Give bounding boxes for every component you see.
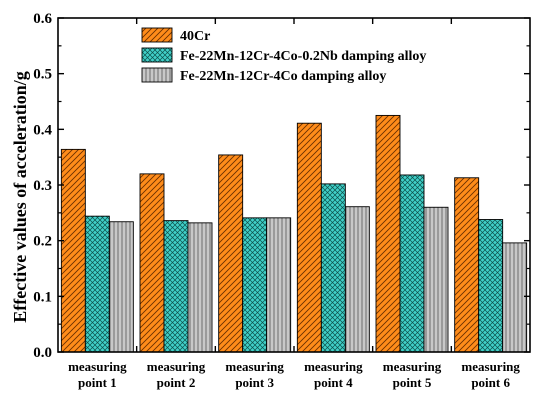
y-tick-label: 0.2	[33, 234, 52, 250]
bar-1-3	[218, 154, 244, 353]
bars-layer	[60, 114, 528, 353]
x-category-label: point 1	[78, 375, 117, 390]
bar-3-2	[187, 222, 213, 353]
x-category-label: point 2	[157, 375, 196, 390]
bar-3-6	[502, 242, 528, 353]
bar-2-6	[478, 219, 504, 353]
legend-swatch-1	[141, 27, 173, 43]
bar-3-1	[108, 221, 134, 353]
bar-2-3	[242, 217, 268, 353]
y-tick-label: 0.0	[33, 345, 52, 361]
bar-1-1	[60, 148, 86, 353]
y-tick-label: 0.3	[33, 178, 52, 194]
bar-1-4	[296, 122, 322, 353]
x-category-label: measuring	[304, 359, 363, 374]
bar-2-1	[84, 215, 110, 353]
x-category-label: measuring	[68, 359, 127, 374]
y-axis-title: Effective values of acceleration/g	[10, 71, 30, 322]
x-category-label: point 6	[471, 375, 510, 390]
legend-swatch-3	[141, 67, 173, 83]
bar-1-2	[139, 173, 165, 353]
legend-swatch-2	[141, 47, 173, 63]
legend-label-3: Fe-22Mn-12Cr-4Co damping alloy	[180, 69, 386, 84]
bar-2-5	[399, 174, 425, 353]
y-tick-label: 0.4	[33, 122, 52, 138]
bar-1-5	[375, 114, 401, 353]
x-category-label: point 4	[314, 375, 353, 390]
y-tick-label: 0.6	[33, 11, 52, 27]
bar-3-3	[266, 217, 292, 353]
y-tick-label: 0.1	[33, 289, 52, 305]
legend-label-2: Fe-22Mn-12Cr-4Co-0.2Nb damping alloy	[180, 49, 426, 64]
x-category-label: point 3	[235, 375, 274, 390]
bar-2-4	[320, 183, 346, 353]
bar-1-6	[454, 177, 480, 353]
x-category-label: measuring	[225, 359, 284, 374]
bar-3-4	[344, 206, 370, 353]
y-tick-label: 0.5	[33, 67, 52, 83]
legend: 40Cr Fe-22Mn-12Cr-4Co-0.2Nb damping alloy…	[141, 27, 426, 84]
x-category-label: measuring	[147, 359, 206, 374]
bar-2-2	[163, 220, 189, 353]
x-category-label: measuring	[383, 359, 442, 374]
x-category-label: measuring	[461, 359, 520, 374]
x-category-label: point 5	[393, 375, 432, 390]
bar-3-5	[423, 206, 449, 353]
legend-label-1: 40Cr	[180, 29, 210, 44]
